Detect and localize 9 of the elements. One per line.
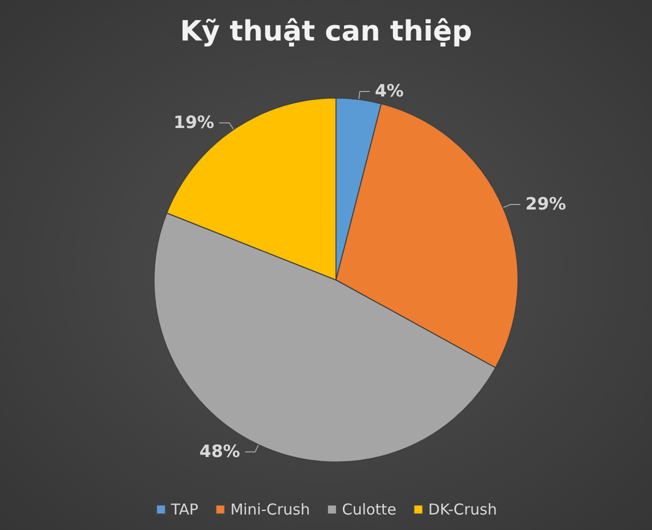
legend-label: TAP — [170, 500, 198, 518]
legend-label: Mini-Crush — [230, 500, 310, 518]
legend-label: DK-Crush — [428, 500, 497, 518]
chart-title: Kỹ thuật can thiệp — [180, 14, 472, 48]
data-label: 19% — [174, 112, 214, 133]
legend-label: Culotte — [342, 500, 396, 518]
data-label: 29% — [525, 194, 566, 215]
data-label: 4% — [374, 82, 404, 102]
data-label: 48% — [199, 442, 240, 462]
